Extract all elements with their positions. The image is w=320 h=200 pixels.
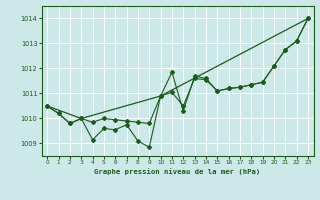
X-axis label: Graphe pression niveau de la mer (hPa): Graphe pression niveau de la mer (hPa) (94, 168, 261, 175)
